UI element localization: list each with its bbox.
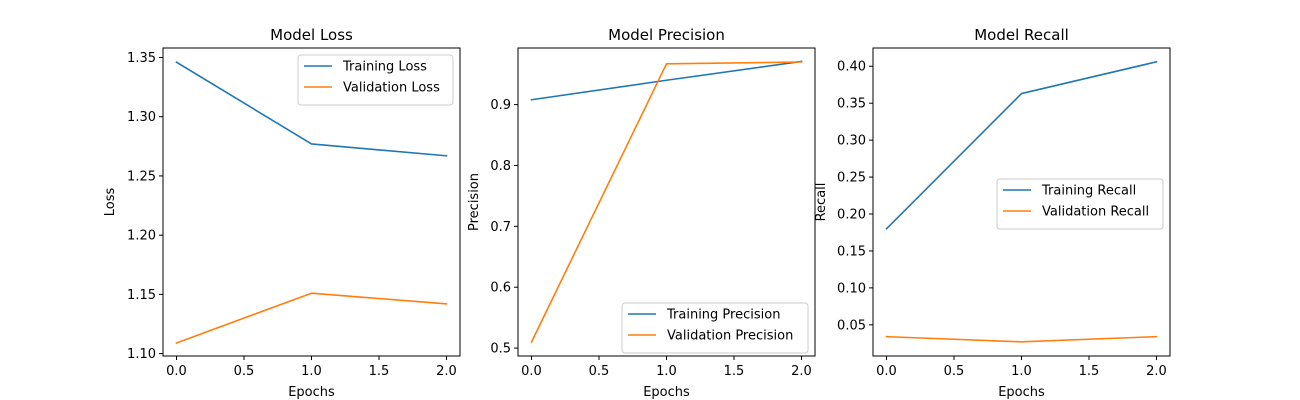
x-tick-label: 0.0 (876, 364, 897, 379)
x-tick-label: 1.5 (1079, 364, 1100, 379)
legend-box (621, 302, 809, 354)
y-tick-label: 0.5 (490, 342, 511, 357)
y-tick-label: 1.35 (127, 51, 156, 66)
series-line-validation (885, 335, 1158, 343)
legend-entry-label: Validation Precision (667, 329, 793, 344)
x-tick-label: 0.0 (166, 364, 187, 379)
series-line-training (530, 60, 803, 101)
precision-chart-panel: Model Precision Epochs Precision 0.0 0.5 1… (467, 26, 816, 400)
legend-entry-label: Validation Recall (1042, 205, 1149, 220)
x-axis-label: Epochs (288, 385, 335, 400)
series-line-validation (530, 61, 803, 344)
x-tick-label: 1.0 (301, 364, 322, 379)
legend: Training Loss Validation Loss (297, 54, 454, 106)
x-tick-label: 1.0 (656, 364, 677, 379)
plot-frame (872, 47, 1171, 357)
y-axis-label: Recall (814, 183, 829, 222)
y-tick-label: 0.30 (837, 134, 866, 149)
y-tick-label: 1.30 (127, 110, 156, 125)
x-tick-label: 2.0 (791, 364, 812, 379)
y-tick-label: 1.10 (127, 347, 156, 362)
legend-entry-label: Training Precision (666, 308, 780, 323)
chart-title: Model Precision (608, 26, 725, 44)
legend: Training Recall Validation Recall (996, 178, 1164, 230)
chart-title: Model Recall (974, 26, 1069, 44)
y-tick-label: 0.35 (837, 97, 866, 112)
x-tick-label: 0.5 (944, 364, 965, 379)
legend: Training Precision Validation Precision (621, 302, 809, 354)
x-tick-label: 2.0 (436, 364, 457, 379)
x-tick-label: 0.0 (521, 364, 542, 379)
x-tick-label: 1.5 (369, 364, 390, 379)
x-tick-label: 1.5 (724, 364, 745, 379)
loss-chart-panel: Model Loss Epochs Loss 0.0 0.5 1.0 1.5 2.0 1.… (103, 26, 461, 400)
y-tick-label: 0.15 (837, 244, 866, 259)
legend-box (996, 178, 1164, 230)
series-line-validation (175, 292, 448, 344)
x-tick-label: 1.0 (1011, 364, 1032, 379)
x-tick-label: 0.5 (234, 364, 255, 379)
legend-entry-label: Validation Loss (343, 81, 440, 96)
x-axis-label: Epochs (643, 385, 690, 400)
y-tick-label: 0.7 (490, 220, 511, 235)
y-axis-label: Loss (103, 188, 118, 217)
y-tick-label: 0.20 (837, 208, 866, 223)
y-tick-label: 0.10 (837, 281, 866, 296)
y-tick-label: 1.25 (127, 169, 156, 184)
plot-frame (517, 47, 816, 357)
y-tick-label: 0.40 (837, 60, 866, 75)
recall-chart-panel: Model Recall Epochs Recall 0.0 0.5 1.0 1.5 2… (814, 26, 1171, 400)
legend-entry-label: Training Recall (1041, 184, 1136, 199)
chart-title: Model Loss (270, 26, 353, 44)
plot-frame (162, 47, 461, 357)
y-tick-label: 0.25 (837, 171, 866, 186)
series-line-training (175, 61, 448, 157)
y-tick-label: 0.8 (490, 159, 511, 174)
legend-box (297, 54, 454, 106)
y-axis-label: Precision (467, 173, 482, 231)
y-tick-label: 1.20 (127, 229, 156, 244)
y-tick-label: 0.9 (490, 98, 511, 113)
y-tick-label: 0.6 (490, 281, 511, 296)
y-tick-label: 1.15 (127, 288, 156, 303)
series-line-training (885, 60, 1158, 230)
x-axis-label: Epochs (998, 385, 1045, 400)
legend-entry-label: Training Loss (342, 60, 427, 75)
y-tick-label: 0.05 (837, 318, 866, 333)
x-tick-label: 2.0 (1146, 364, 1167, 379)
x-tick-label: 0.5 (589, 364, 610, 379)
